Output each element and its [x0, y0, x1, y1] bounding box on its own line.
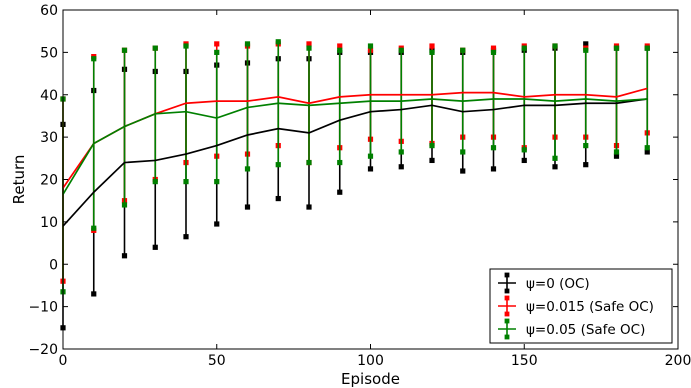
- legend-box: [489, 268, 673, 344]
- legend-entry-1: ψ=0.015 (Safe OC): [498, 295, 654, 317]
- x-tick-label: 200: [665, 353, 691, 369]
- errorbar-cap-marker: [521, 45, 527, 51]
- errorbar-cap-marker: [552, 43, 558, 49]
- legend-marker: [504, 295, 510, 301]
- errorbar-cap-marker: [613, 45, 620, 51]
- errorbar-cap-marker: [152, 179, 158, 185]
- errorbar-cap-marker: [121, 202, 128, 208]
- series-line-2: [62, 98, 648, 195]
- errorbar-cap-marker: [275, 195, 281, 202]
- errorbar-cap-marker: [613, 153, 620, 159]
- legend: ψ=0 (OC) ψ=0.015 (Safe OC) ψ=0.05 (Safe OC…: [489, 268, 673, 344]
- errorbar-cap-marker: [583, 47, 589, 53]
- errorbar-cap-marker: [91, 291, 97, 297]
- legend-marker: [504, 318, 510, 324]
- errorbar-cap-marker: [275, 162, 281, 168]
- errorbar-cap-marker: [244, 166, 251, 172]
- x-tick-label: 100: [357, 353, 384, 369]
- y-tick-label: 20: [40, 173, 58, 189]
- errorbar-cap-marker: [552, 164, 558, 170]
- legend-marker: [504, 334, 510, 340]
- errorbar-cap-marker: [306, 45, 312, 51]
- errorbar-cap-marker: [214, 179, 220, 185]
- errorbar-cap-marker: [121, 253, 128, 259]
- legend-marker: [504, 272, 510, 278]
- errorbar-cap-marker: [613, 149, 620, 155]
- errorbar-cap-marker: [398, 47, 404, 53]
- errorbar-cap-marker: [429, 157, 435, 164]
- y-tick-label: 40: [40, 88, 58, 104]
- errorbar-cap-marker: [152, 244, 158, 250]
- errorbar-cap-marker: [337, 47, 343, 53]
- series-line-0: [62, 98, 648, 227]
- legend-marker: [504, 288, 510, 294]
- errorbar-cap-marker: [490, 166, 497, 172]
- errorbar-cap-marker: [521, 157, 527, 164]
- errorbar-cap-marker: [244, 204, 251, 210]
- legend-marker: [504, 311, 510, 317]
- errorbar-cap-marker: [244, 41, 251, 47]
- errorbar-cap-marker: [490, 45, 497, 51]
- errorbar-cap-marker: [583, 162, 589, 168]
- y-tick-label: 60: [40, 3, 58, 19]
- series-line-1: [62, 87, 648, 189]
- errorbar-cap-marker: [152, 45, 158, 51]
- errorbar-cap-marker: [644, 145, 650, 151]
- legend-label: ψ=0.015 (Safe OC): [526, 299, 654, 315]
- x-tick-label: 150: [511, 353, 538, 369]
- legend-entry-2: ψ=0.05 (Safe OC): [498, 318, 645, 340]
- errorbar-cap-marker: [337, 159, 343, 166]
- errorbar-cap-marker: [521, 147, 527, 153]
- errorbar-cap-marker: [367, 166, 374, 172]
- y-tick-label: −20: [28, 342, 58, 358]
- errorbar-cap-marker: [306, 204, 312, 210]
- errorbar-cap-marker: [583, 143, 589, 149]
- errorbar-cap-marker: [214, 49, 220, 55]
- errorbar-cap-marker: [306, 159, 312, 166]
- legend-label: ψ=0.05 (Safe OC): [526, 322, 645, 338]
- errorbar-cap-marker: [398, 149, 404, 155]
- y-tick-label: 50: [40, 45, 58, 61]
- errorbar-cap-marker: [367, 43, 374, 49]
- errorbar-cap-marker: [275, 39, 281, 45]
- errorbar-cap-marker: [644, 45, 650, 51]
- errorbar-cap-marker: [583, 41, 589, 47]
- errorbar-cap-marker: [214, 221, 220, 227]
- errorbar-cap-marker: [490, 49, 497, 55]
- y-tick-label: 0: [49, 257, 58, 273]
- errorbar-cap-marker: [429, 43, 435, 49]
- errorbar-cap-marker: [337, 43, 343, 49]
- errorbar-cap-marker: [460, 168, 466, 174]
- y-tick-label: 30: [40, 130, 58, 146]
- plot-area: [60, 39, 650, 331]
- y-tick-label: 10: [40, 215, 58, 231]
- errorbar-cap-marker: [91, 56, 97, 62]
- y-tick-label: −10: [28, 300, 58, 316]
- errorbar-cap-marker: [91, 225, 97, 231]
- x-tick-label: 50: [208, 353, 226, 369]
- errorbar-cap-marker: [306, 41, 312, 47]
- errorbar-cap-marker: [337, 189, 343, 195]
- errorbar-cap-marker: [429, 143, 435, 149]
- errorbar-cap-marker: [214, 41, 220, 47]
- errorbar-cap-marker: [183, 179, 189, 185]
- x-axis-title: Episode: [341, 370, 400, 388]
- legend-entry-0: ψ=0 (OC): [498, 272, 590, 294]
- axes: 0 50 100 150 200 −20 −10 0 10 20 30 40 50 60: [28, 3, 691, 369]
- errorbar-cap-marker: [398, 164, 404, 170]
- x-tick-label: 0: [59, 353, 68, 369]
- errorbar-cap-marker: [460, 149, 466, 155]
- errorbar-cap-marker: [460, 47, 466, 53]
- errorbar-cap-marker: [552, 155, 558, 161]
- errorbar-cap-marker: [183, 234, 189, 240]
- errorbar-cap-marker: [183, 43, 189, 49]
- errorbar-cap-marker: [490, 145, 497, 151]
- legend-label: ψ=0 (OC): [526, 276, 590, 292]
- errorbar-cap-marker: [429, 49, 435, 55]
- y-axis-title: Return: [10, 155, 28, 205]
- errorbar-cap-marker: [644, 149, 650, 155]
- errorbar-cap-marker: [121, 47, 128, 53]
- errorbar-cap-marker: [367, 153, 374, 159]
